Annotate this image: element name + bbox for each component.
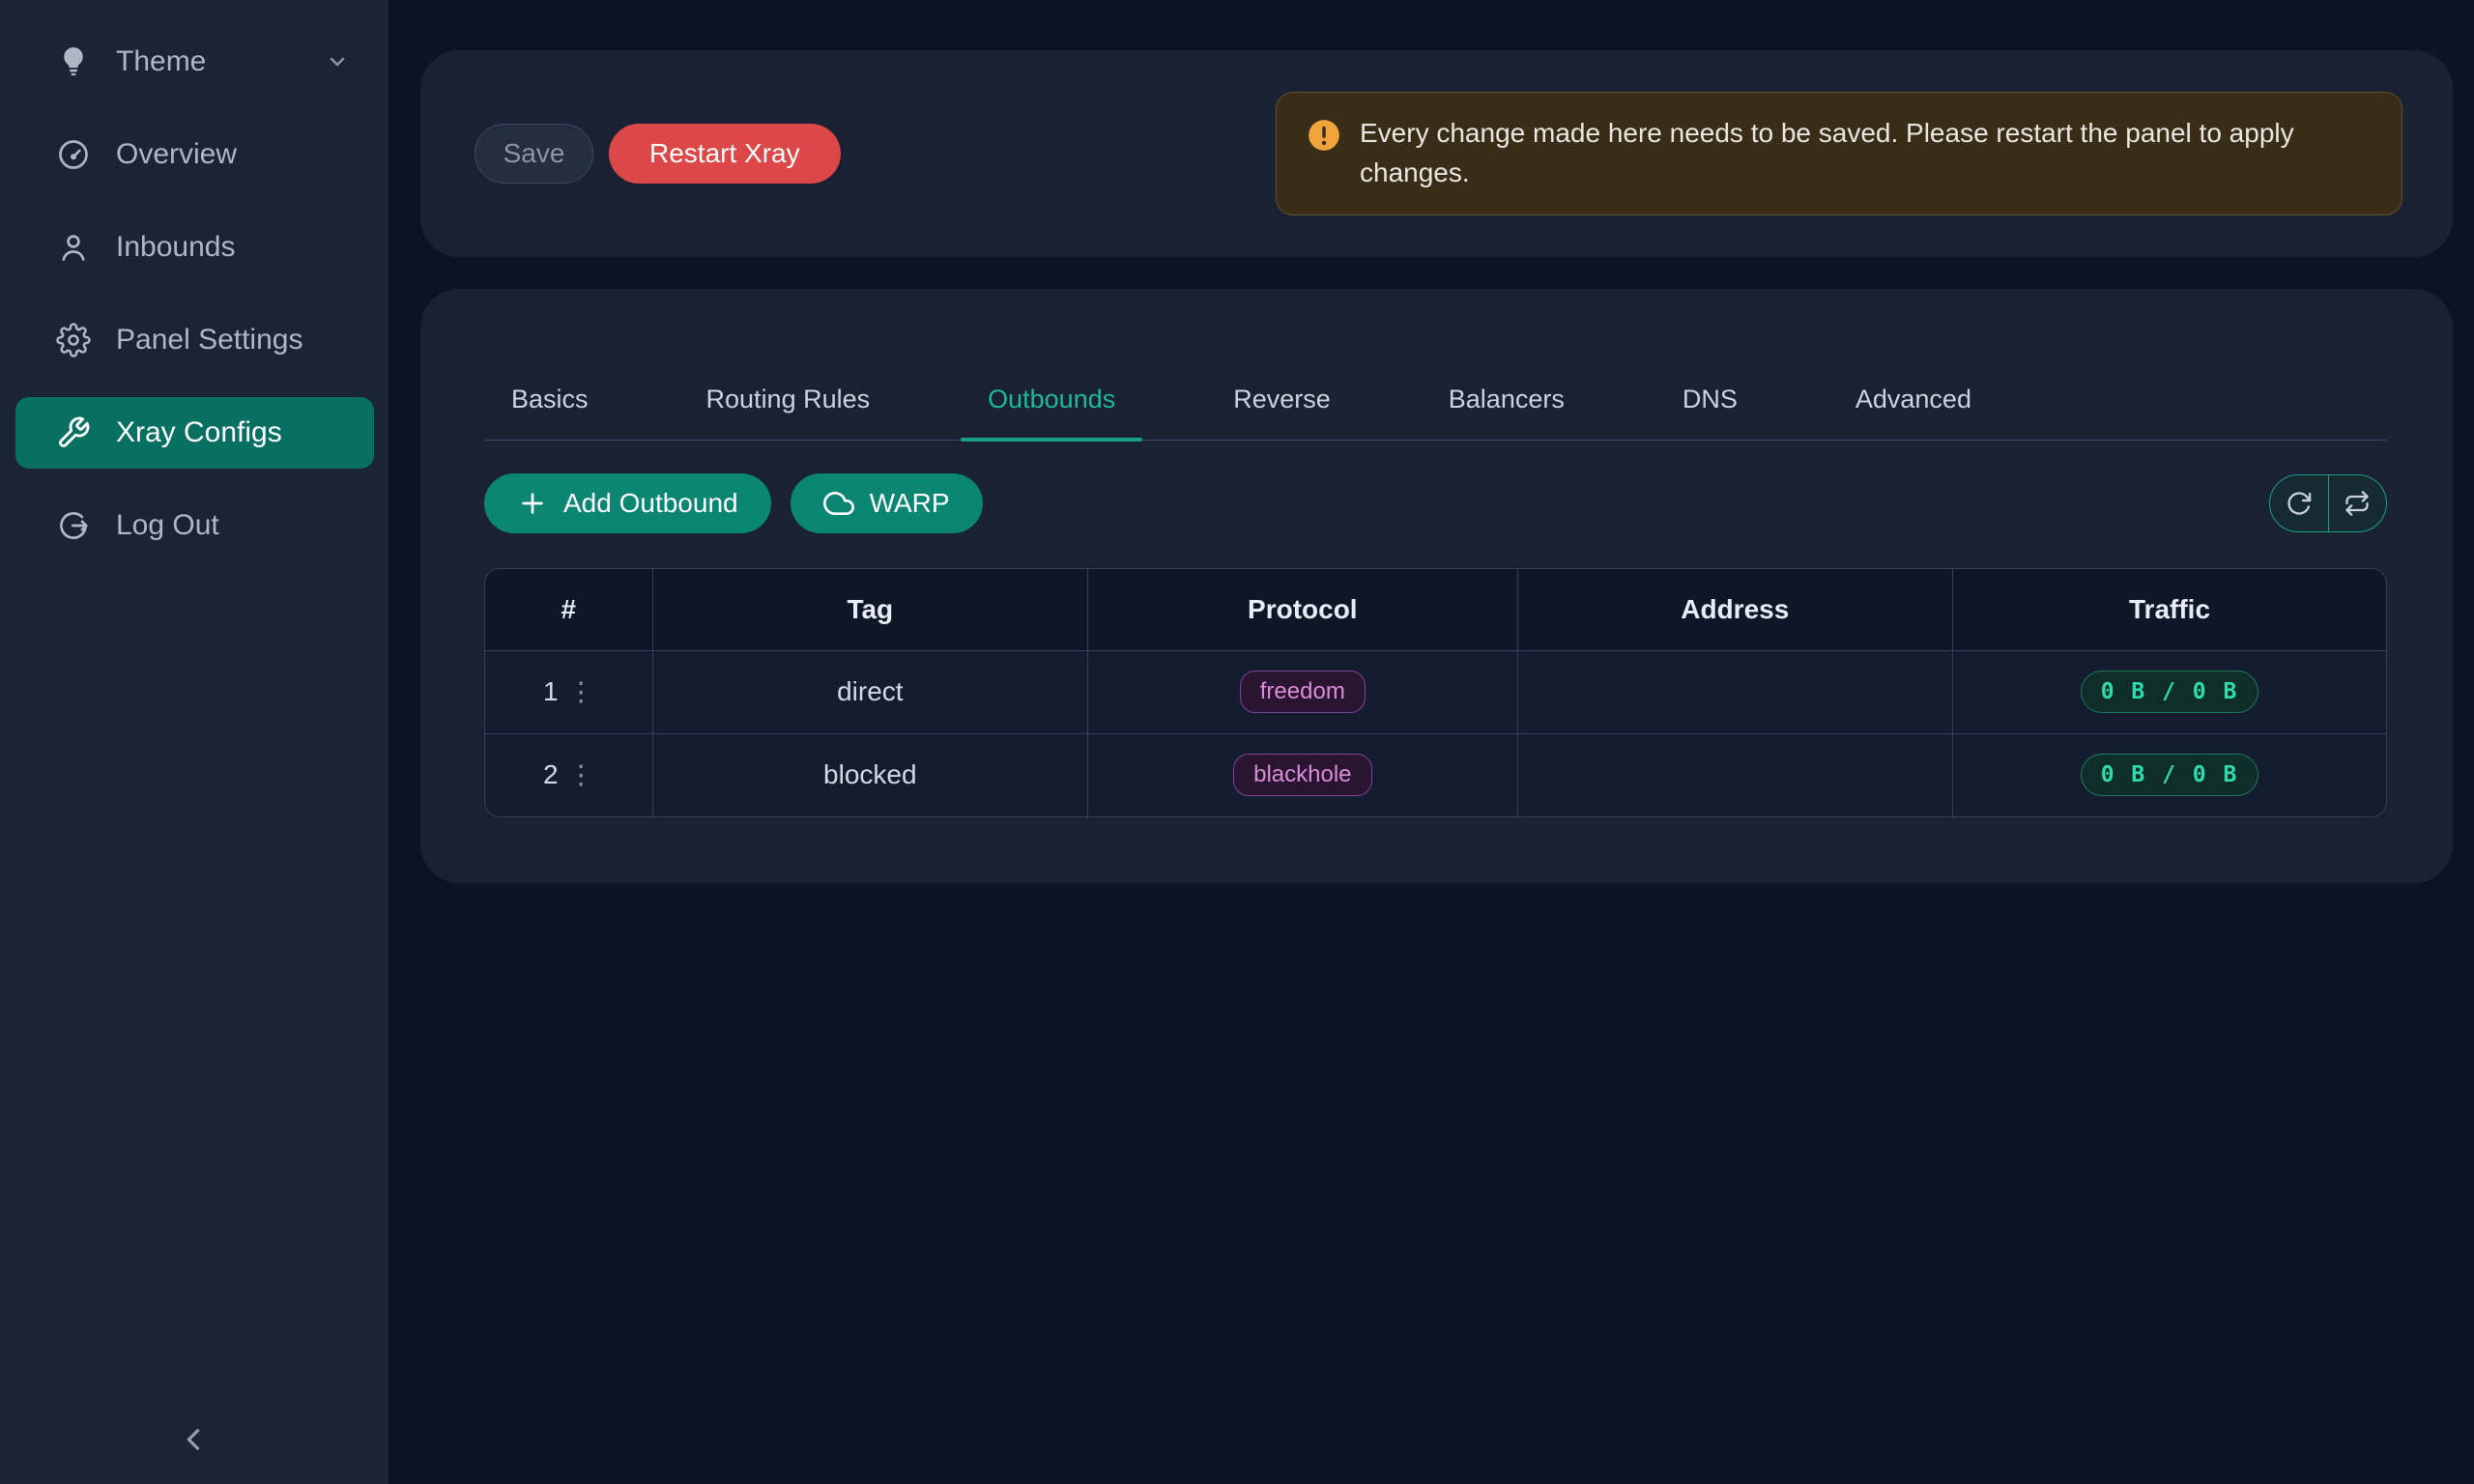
col-traffic: Traffic — [1952, 569, 2386, 651]
row-index: 1 — [543, 676, 559, 706]
tab-reverse[interactable]: Reverse — [1233, 384, 1331, 414]
sidebar-item-label: Panel Settings — [116, 324, 303, 356]
gear-icon — [56, 323, 91, 357]
chevron-down-icon — [326, 50, 349, 73]
theme-selector[interactable]: Theme — [15, 26, 374, 98]
sidebar-item-log-out[interactable]: Log Out — [15, 490, 374, 561]
address-cell — [1517, 733, 1954, 816]
cloud-icon — [822, 488, 854, 519]
restart-warning-alert: Every change made here needs to be saved… — [1276, 92, 2402, 215]
restart-xray-button[interactable]: Restart Xray — [609, 124, 841, 184]
row-menu-icon[interactable]: ⋮ — [567, 759, 594, 789]
sidebar-item-label: Log Out — [116, 509, 219, 541]
sidebar-item-overview[interactable]: Overview — [15, 119, 374, 190]
plus-icon — [517, 488, 548, 519]
sidebar-item-label: Xray Configs — [116, 416, 282, 448]
traffic-cell: 0 B / 0 B — [1952, 733, 2386, 816]
protocol-badge: freedom — [1239, 671, 1366, 713]
add-outbound-button[interactable]: Add Outbound — [484, 473, 771, 533]
outbounds-toolbar: Add Outbound WARP — [484, 473, 2387, 533]
col-tag: Tag — [652, 569, 1089, 651]
action-buttons: Save Restart Xray — [475, 124, 841, 184]
save-button[interactable]: Save — [475, 124, 593, 184]
sidebar-item-panel-settings[interactable]: Panel Settings — [15, 304, 374, 376]
logout-icon — [56, 508, 91, 543]
sidebar-item-xray-configs[interactable]: Xray Configs — [15, 397, 374, 469]
refresh-icon — [2286, 490, 2313, 517]
table-header-row: # Tag Protocol Address Traffic — [485, 569, 2386, 651]
col-index: # — [485, 569, 653, 651]
tag-cell: direct — [652, 650, 1089, 734]
tab-balancers[interactable]: Balancers — [1448, 384, 1565, 414]
row-menu-icon[interactable]: ⋮ — [567, 676, 594, 706]
tab-advanced[interactable]: Advanced — [1855, 384, 1971, 414]
config-tabs: Basics Routing Rules Outbounds Reverse B… — [484, 358, 2387, 442]
traffic-cell: 0 B / 0 B — [1952, 650, 2386, 734]
chevron-left-icon — [178, 1423, 211, 1456]
user-icon — [56, 230, 91, 265]
table-row: 2 ⋮ blocked blackhole 0 B / 0 B — [485, 733, 2386, 816]
sidebar: Theme Overview Inbounds — [0, 0, 388, 1484]
index-cell: 1 ⋮ — [485, 650, 653, 734]
repeat-icon — [2344, 490, 2371, 517]
address-cell — [1517, 650, 1954, 734]
tag-cell: blocked — [652, 733, 1089, 816]
sidebar-item-label: Overview — [116, 138, 238, 170]
warp-label: WARP — [869, 488, 950, 518]
table-actions-group — [2269, 474, 2387, 532]
sidebar-collapse-button[interactable] — [171, 1416, 217, 1463]
outbounds-table: # Tag Protocol Address Traffic 1 ⋮ — [484, 568, 2387, 817]
wrench-icon — [56, 415, 91, 450]
reset-traffic-button[interactable] — [2327, 475, 2387, 531]
row-index: 2 — [543, 759, 559, 790]
lightbulb-icon — [56, 44, 91, 79]
add-outbound-label: Add Outbound — [563, 488, 738, 518]
tab-dns[interactable]: DNS — [1682, 384, 1738, 414]
refresh-button[interactable] — [2270, 475, 2328, 531]
col-address: Address — [1517, 569, 1954, 651]
dashboard-icon — [56, 137, 91, 172]
tab-outbounds[interactable]: Outbounds — [961, 358, 1143, 442]
sidebar-item-label: Inbounds — [116, 231, 236, 263]
index-cell: 2 ⋮ — [485, 733, 653, 816]
tab-basics[interactable]: Basics — [511, 384, 589, 414]
protocol-cell: blackhole — [1087, 733, 1518, 816]
warning-icon — [1306, 117, 1342, 154]
protocol-cell: freedom — [1087, 650, 1518, 734]
protocol-badge: blackhole — [1233, 754, 1372, 797]
traffic-badge: 0 B / 0 B — [2080, 671, 2259, 713]
xray-config-card: Basics Routing Rules Outbounds Reverse B… — [420, 289, 2453, 883]
traffic-badge: 0 B / 0 B — [2080, 754, 2259, 797]
warp-button[interactable]: WARP — [790, 473, 983, 533]
tab-routing-rules[interactable]: Routing Rules — [705, 384, 871, 414]
table-row: 1 ⋮ direct freedom 0 B / 0 B — [485, 650, 2386, 734]
sidebar-item-inbounds[interactable]: Inbounds — [15, 212, 374, 283]
col-protocol: Protocol — [1087, 569, 1518, 651]
main-content: Save Restart Xray Every change made here… — [388, 0, 2474, 1484]
theme-label: Theme — [116, 45, 207, 77]
alert-text: Every change made here needs to be saved… — [1360, 118, 2294, 187]
actions-card: Save Restart Xray Every change made here… — [420, 50, 2453, 257]
